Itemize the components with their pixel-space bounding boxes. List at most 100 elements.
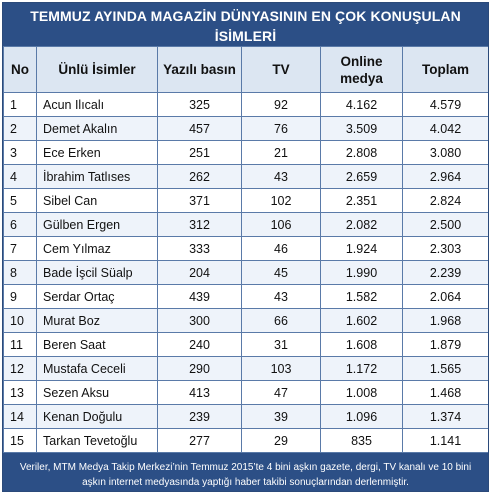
print-cell: 240	[157, 332, 242, 357]
tv-cell: 21	[241, 140, 321, 165]
print-cell: 204	[157, 260, 242, 285]
rank-cell: 1	[3, 92, 37, 117]
tv-cell: 43	[241, 284, 321, 309]
col-header-tv: TV	[241, 46, 321, 93]
total-cell: 4.042	[402, 116, 488, 141]
total-cell: 1.374	[402, 404, 488, 429]
rank-cell: 9	[3, 284, 37, 309]
tv-cell: 29	[241, 428, 321, 453]
total-cell: 3.080	[402, 140, 488, 165]
rank-cell: 5	[3, 188, 37, 213]
table-row: 11 Beren Saat 240 31 1.608 1.879	[3, 332, 488, 357]
online-cell: 1.582	[320, 284, 403, 309]
tv-cell: 102	[241, 188, 321, 213]
name-cell: Beren Saat	[36, 332, 158, 357]
print-cell: 300	[157, 308, 242, 333]
online-cell: 4.162	[320, 92, 403, 117]
rank-cell: 3	[3, 140, 37, 165]
total-cell: 2.064	[402, 284, 488, 309]
total-cell: 1.879	[402, 332, 488, 357]
table-row: 10 Murat Boz 300 66 1.602 1.968	[3, 308, 488, 333]
col-header-no: No	[3, 46, 37, 93]
table-row: 8 Bade İşcil Süalp 204 45 1.990 2.239	[3, 260, 488, 285]
online-cell: 2.351	[320, 188, 403, 213]
name-cell: Kenan Doğulu	[36, 404, 158, 429]
name-cell: Serdar Ortaç	[36, 284, 158, 309]
name-cell: Demet Akalın	[36, 116, 158, 141]
online-cell: 1.608	[320, 332, 403, 357]
rank-cell: 12	[3, 356, 37, 381]
tv-cell: 39	[241, 404, 321, 429]
table-row: 13 Sezen Aksu 413 47 1.008 1.468	[3, 380, 488, 405]
total-cell: 2.239	[402, 260, 488, 285]
total-cell: 1.968	[402, 308, 488, 333]
print-cell: 312	[157, 212, 242, 237]
online-cell: 1.990	[320, 260, 403, 285]
name-cell: Murat Boz	[36, 308, 158, 333]
rank-cell: 2	[3, 116, 37, 141]
tv-cell: 47	[241, 380, 321, 405]
online-cell: 835	[320, 428, 403, 453]
tv-cell: 66	[241, 308, 321, 333]
rank-cell: 10	[3, 308, 37, 333]
rank-cell: 14	[3, 404, 37, 429]
online-cell: 1.172	[320, 356, 403, 381]
table-row: 3 Ece Erken 251 21 2.808 3.080	[3, 140, 488, 165]
rank-cell: 6	[3, 212, 37, 237]
table-row: 7 Cem Yılmaz 333 46 1.924 2.303	[3, 236, 488, 261]
tv-cell: 46	[241, 236, 321, 261]
print-cell: 239	[157, 404, 242, 429]
total-cell: 2.964	[402, 164, 488, 189]
online-cell: 1.008	[320, 380, 403, 405]
tv-cell: 103	[241, 356, 321, 381]
rank-cell: 15	[3, 428, 37, 453]
online-cell: 1.602	[320, 308, 403, 333]
online-cell: 2.659	[320, 164, 403, 189]
total-cell: 1.565	[402, 356, 488, 381]
name-cell: Sezen Aksu	[36, 380, 158, 405]
table-row: 14 Kenan Doğulu 239 39 1.096 1.374	[3, 404, 488, 429]
print-cell: 413	[157, 380, 242, 405]
online-cell: 3.509	[320, 116, 403, 141]
tv-cell: 92	[241, 92, 321, 117]
table-card: TEMMUZ AYINDA MAGAZİN DÜNYASININ EN ÇOK …	[2, 2, 489, 492]
tv-cell: 76	[241, 116, 321, 141]
table-row: 9 Serdar Ortaç 439 43 1.582 2.064	[3, 284, 488, 309]
total-cell: 2.500	[402, 212, 488, 237]
ranking-table: No Ünlü İsimler Yazılı basın TV Online m…	[3, 46, 488, 453]
print-cell: 439	[157, 284, 242, 309]
total-cell: 2.824	[402, 188, 488, 213]
table-row: 2 Demet Akalın 457 76 3.509 4.042	[3, 116, 488, 141]
total-cell: 1.468	[402, 380, 488, 405]
table-title: TEMMUZ AYINDA MAGAZİN DÜNYASININ EN ÇOK …	[3, 3, 488, 46]
table-row: 4 İbrahim Tatlıses 262 43 2.659 2.964	[3, 164, 488, 189]
name-cell: Bade İşcil Süalp	[36, 260, 158, 285]
header-row: No Ünlü İsimler Yazılı basın TV Online m…	[3, 46, 488, 93]
col-header-print: Yazılı basın	[157, 46, 242, 93]
name-cell: Tarkan Tevetoğlu	[36, 428, 158, 453]
name-cell: İbrahim Tatlıses	[36, 164, 158, 189]
tv-cell: 43	[241, 164, 321, 189]
total-cell: 2.303	[402, 236, 488, 261]
print-cell: 290	[157, 356, 242, 381]
tv-cell: 31	[241, 332, 321, 357]
print-cell: 333	[157, 236, 242, 261]
total-cell: 4.579	[402, 92, 488, 117]
table-row: 1 Acun Ilıcalı 325 92 4.162 4.579	[3, 92, 488, 117]
source-note: Veriler, MTM Medya Takip Merkezi’nin Tem…	[3, 453, 488, 491]
print-cell: 325	[157, 92, 242, 117]
online-cell: 1.096	[320, 404, 403, 429]
tv-cell: 45	[241, 260, 321, 285]
online-cell: 2.808	[320, 140, 403, 165]
name-cell: Gülben Ergen	[36, 212, 158, 237]
rank-cell: 11	[3, 332, 37, 357]
name-cell: Sibel Can	[36, 188, 158, 213]
tv-cell: 106	[241, 212, 321, 237]
name-cell: Ece Erken	[36, 140, 158, 165]
rank-cell: 4	[3, 164, 37, 189]
rank-cell: 13	[3, 380, 37, 405]
online-cell: 2.082	[320, 212, 403, 237]
print-cell: 457	[157, 116, 242, 141]
print-cell: 262	[157, 164, 242, 189]
col-header-total: Toplam	[402, 46, 488, 93]
